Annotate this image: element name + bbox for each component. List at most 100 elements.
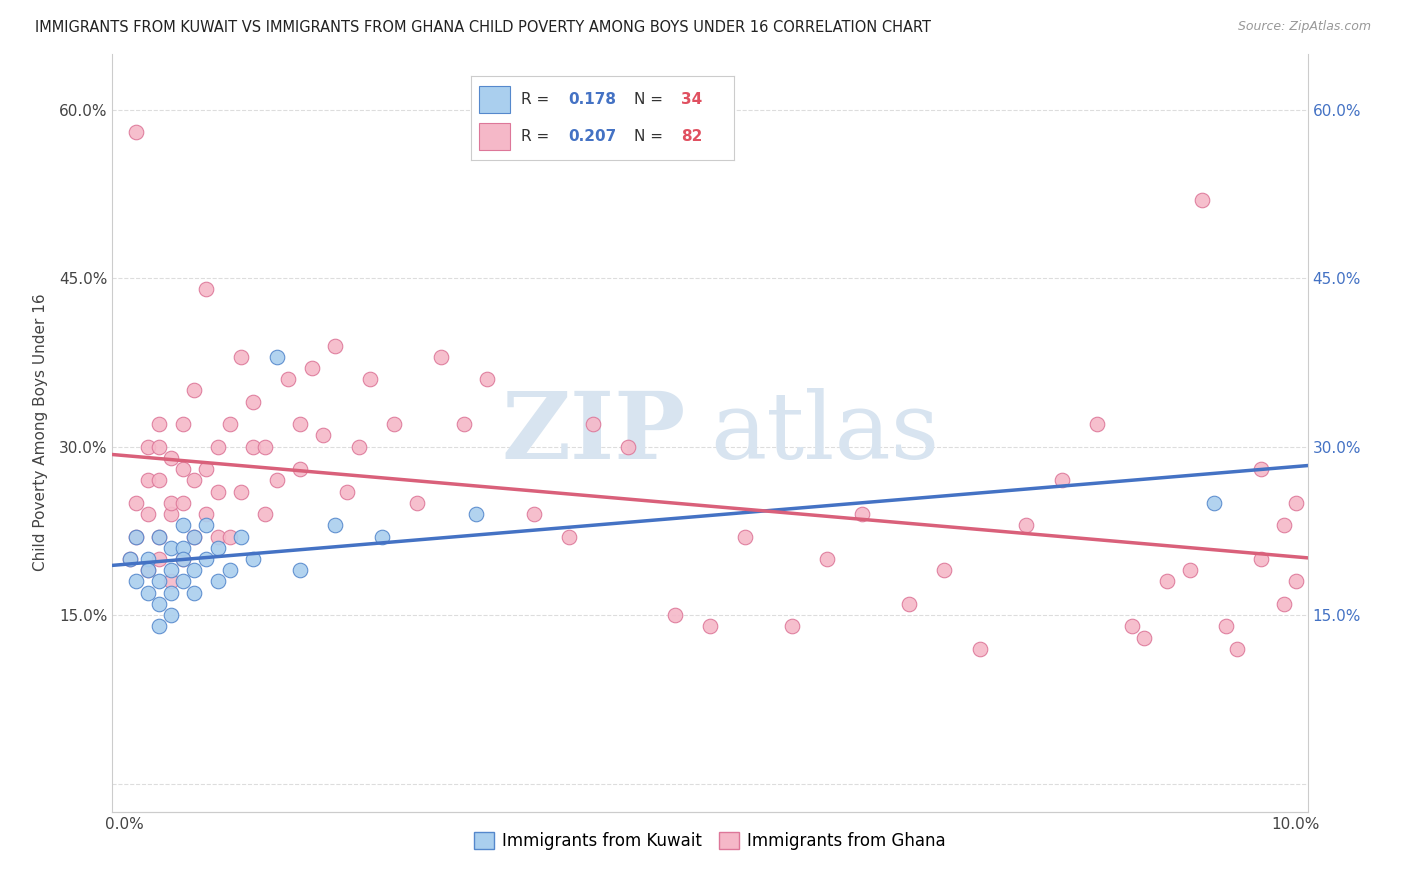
Point bbox=[288, 462, 311, 476]
Text: atlas: atlas bbox=[710, 388, 939, 477]
Point bbox=[253, 440, 276, 454]
Point bbox=[1202, 496, 1225, 510]
Point bbox=[218, 563, 240, 577]
Point bbox=[582, 417, 605, 432]
Point bbox=[160, 507, 183, 521]
Point bbox=[148, 474, 170, 488]
Point bbox=[218, 529, 240, 543]
Point bbox=[477, 372, 499, 386]
Point bbox=[195, 552, 218, 566]
Point bbox=[1250, 552, 1272, 566]
Text: Source: ZipAtlas.com: Source: ZipAtlas.com bbox=[1237, 20, 1371, 33]
Point bbox=[288, 563, 311, 577]
Point bbox=[183, 529, 205, 543]
Point bbox=[231, 350, 253, 364]
Point bbox=[172, 574, 194, 589]
Point bbox=[125, 529, 148, 543]
Point bbox=[453, 417, 475, 432]
Point bbox=[301, 361, 323, 376]
Point bbox=[148, 597, 170, 611]
Point bbox=[125, 496, 148, 510]
Point bbox=[1121, 619, 1143, 633]
Point bbox=[195, 518, 218, 533]
Point bbox=[323, 518, 346, 533]
Point bbox=[1285, 574, 1308, 589]
Point bbox=[148, 552, 170, 566]
Point bbox=[195, 282, 218, 296]
Point bbox=[464, 507, 486, 521]
Point bbox=[160, 574, 183, 589]
Point bbox=[242, 440, 264, 454]
Text: ZIP: ZIP bbox=[502, 388, 686, 477]
Point bbox=[195, 462, 218, 476]
Point bbox=[136, 552, 159, 566]
Point bbox=[815, 552, 838, 566]
Point bbox=[207, 529, 229, 543]
Point bbox=[288, 417, 311, 432]
Point bbox=[136, 563, 159, 577]
Point bbox=[699, 619, 721, 633]
Point bbox=[172, 552, 194, 566]
Point bbox=[242, 394, 264, 409]
Point bbox=[969, 641, 991, 656]
Point bbox=[125, 125, 148, 139]
Point bbox=[207, 574, 229, 589]
Point bbox=[136, 474, 159, 488]
Point bbox=[277, 372, 299, 386]
Point bbox=[120, 552, 141, 566]
Point bbox=[617, 440, 640, 454]
Point bbox=[148, 529, 170, 543]
Point bbox=[160, 585, 183, 599]
Point bbox=[1085, 417, 1108, 432]
Point bbox=[1191, 193, 1213, 207]
Point bbox=[429, 350, 451, 364]
Point bbox=[1215, 619, 1237, 633]
Point bbox=[136, 563, 159, 577]
Point bbox=[183, 384, 205, 398]
Point bbox=[312, 428, 335, 442]
Point bbox=[207, 541, 229, 555]
Point bbox=[1285, 496, 1308, 510]
Point bbox=[172, 462, 194, 476]
Point bbox=[1272, 597, 1295, 611]
Point bbox=[160, 450, 183, 465]
Point bbox=[148, 417, 170, 432]
Point bbox=[160, 496, 183, 510]
Point bbox=[207, 440, 229, 454]
Point bbox=[382, 417, 405, 432]
Point bbox=[523, 507, 546, 521]
Point bbox=[172, 518, 194, 533]
Point bbox=[120, 552, 141, 566]
Text: IMMIGRANTS FROM KUWAIT VS IMMIGRANTS FROM GHANA CHILD POVERTY AMONG BOYS UNDER 1: IMMIGRANTS FROM KUWAIT VS IMMIGRANTS FRO… bbox=[35, 20, 931, 35]
Point bbox=[242, 552, 264, 566]
Point bbox=[172, 552, 194, 566]
Point bbox=[1250, 462, 1272, 476]
Legend: Immigrants from Kuwait, Immigrants from Ghana: Immigrants from Kuwait, Immigrants from … bbox=[467, 825, 953, 856]
Point bbox=[183, 529, 205, 543]
Point bbox=[183, 585, 205, 599]
Point bbox=[1226, 641, 1249, 656]
Point bbox=[195, 507, 218, 521]
Point bbox=[160, 563, 183, 577]
Point bbox=[266, 350, 288, 364]
Point bbox=[136, 507, 159, 521]
Point bbox=[1156, 574, 1178, 589]
Point bbox=[125, 529, 148, 543]
Point bbox=[148, 619, 170, 633]
Point bbox=[359, 372, 381, 386]
Point bbox=[1132, 631, 1154, 645]
Point bbox=[172, 541, 194, 555]
Point bbox=[148, 440, 170, 454]
Point bbox=[1272, 518, 1295, 533]
Point bbox=[172, 417, 194, 432]
Point bbox=[183, 474, 205, 488]
Point bbox=[1180, 563, 1202, 577]
Point bbox=[183, 563, 205, 577]
Point bbox=[231, 529, 253, 543]
Point bbox=[218, 417, 240, 432]
Point bbox=[207, 484, 229, 499]
Point bbox=[1015, 518, 1038, 533]
Point bbox=[148, 574, 170, 589]
Point bbox=[266, 474, 288, 488]
Point bbox=[371, 529, 394, 543]
